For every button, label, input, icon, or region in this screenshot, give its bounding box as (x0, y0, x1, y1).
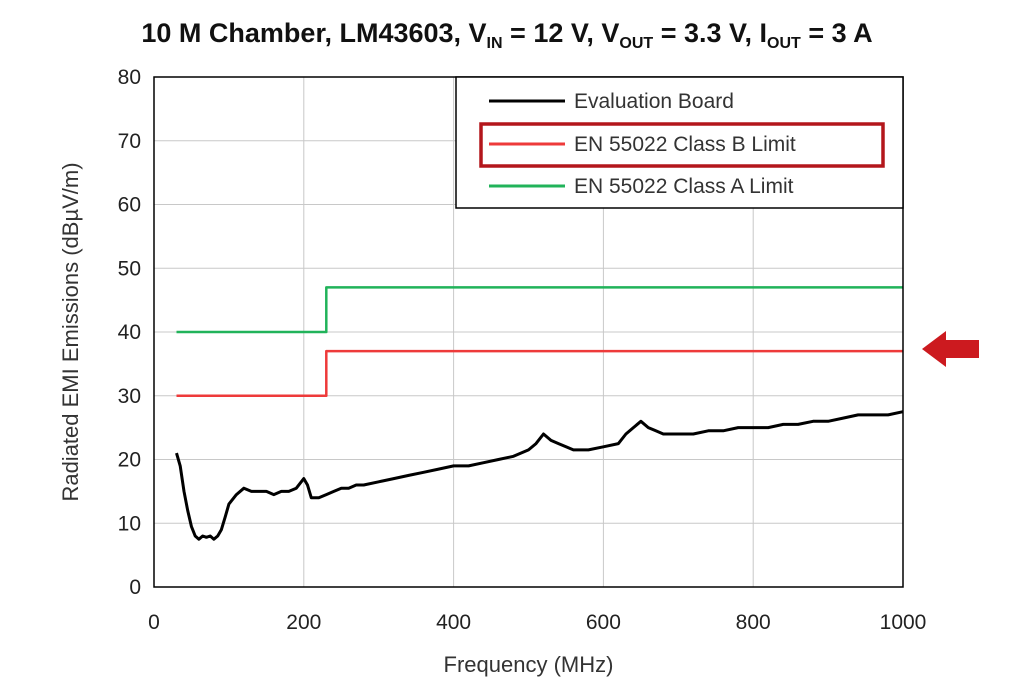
legend-highlight-box (479, 122, 885, 168)
title-iout-sub: OUT (767, 35, 801, 52)
chart-title: 10 M Chamber, LM43603, VIN = 12 V, VOUT … (0, 18, 1014, 53)
y-tick-label: 40 (118, 321, 141, 344)
y-tick-label: 50 (118, 257, 141, 280)
legend-label: EN 55022 Class A Limit (574, 175, 794, 198)
y-axis-label: Radiated EMI Emissions (dBµV/m) (58, 162, 83, 501)
series-line-0 (175, 410, 904, 541)
y-tick-label: 60 (118, 194, 141, 217)
title-vin-val: = 12 V, V (502, 18, 620, 48)
series-line-2 (176, 286, 903, 334)
y-tick-label: 80 (118, 66, 141, 89)
y-tick-label: 30 (118, 385, 141, 408)
x-tick-label: 400 (436, 611, 471, 634)
x-tick-label: 200 (286, 611, 321, 634)
x-axis-label: Frequency (MHz) (444, 652, 614, 677)
series-layer (175, 286, 904, 541)
pointer-arrow-icon (922, 331, 979, 367)
title-vin-sub: IN (486, 35, 503, 52)
y-tick-label: 10 (118, 512, 141, 535)
title-vout-sub: OUT (619, 35, 654, 52)
legend-label: Evaluation Board (574, 90, 734, 113)
x-tick-label: 800 (736, 611, 771, 634)
y-tick-label: 70 (118, 130, 141, 153)
y-tick-label: 0 (129, 576, 141, 599)
series-line-1 (176, 349, 903, 398)
y-tick-label: 20 (118, 449, 141, 472)
title-iout-val: = 3 A (800, 18, 873, 48)
x-tick-label: 1000 (880, 611, 927, 634)
x-tick-label: 0 (148, 611, 160, 634)
legend: Evaluation Board EN 55022 Class B Limit EN… (455, 76, 904, 209)
x-tick-label: 600 (586, 611, 621, 634)
title-vout-val: = 3.3 V, I (653, 18, 768, 48)
tick-labels: 0 200 400 600 800 1000 0 10 20 30 40 50 60 70 80 (118, 66, 927, 634)
title-main: 10 M Chamber, LM43603, V (141, 18, 487, 48)
legend-label: EN 55022 Class B Limit (574, 133, 796, 156)
